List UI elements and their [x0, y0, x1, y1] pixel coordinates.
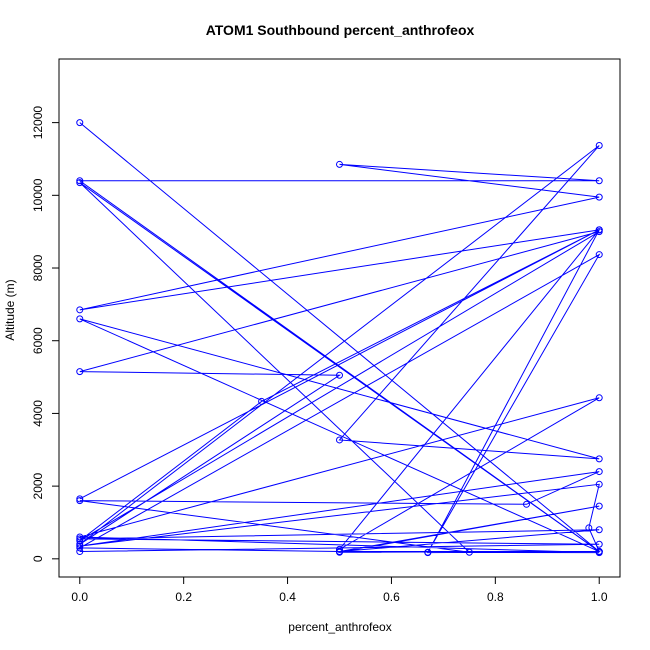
- y-axis-label: Altitude (m): [3, 279, 17, 340]
- data-point: [336, 545, 343, 553]
- data-point: [258, 397, 266, 405]
- data-point: [76, 537, 84, 545]
- data-point: [76, 177, 84, 185]
- data-point: [595, 526, 603, 534]
- data-point: [76, 368, 84, 376]
- data-point: [76, 306, 84, 314]
- data-point: [76, 497, 84, 505]
- x-tick-label: 0.6: [383, 590, 400, 604]
- x-tick-label: 0.8: [487, 590, 504, 604]
- data-point: [595, 540, 603, 548]
- y-tick-label: 12000: [31, 106, 45, 140]
- data-point: [595, 468, 603, 476]
- x-axis-label: percent_anthrofeox: [288, 620, 391, 634]
- data-point: [76, 315, 84, 323]
- data-point: [336, 160, 343, 168]
- data-point: [336, 371, 343, 379]
- data-point: [76, 533, 84, 541]
- y-tick-label: 2000: [31, 472, 45, 499]
- data-point: [595, 502, 603, 510]
- data-point: [595, 251, 603, 259]
- data-point: [76, 540, 84, 548]
- series-layer: [76, 119, 603, 557]
- x-tick-label: 1.0: [591, 590, 608, 604]
- y-tick-label: 10000: [31, 178, 45, 212]
- x-tick-label: 0.4: [279, 590, 296, 604]
- y-tick-label: 8000: [31, 254, 45, 281]
- data-point: [76, 548, 84, 556]
- x-tick-label: 0.0: [71, 590, 88, 604]
- data-point: [424, 548, 432, 556]
- x-tick-label: 0.2: [175, 590, 192, 604]
- y-tick-label: 0: [31, 555, 45, 562]
- plot-frame: [58, 58, 621, 578]
- data-point: [76, 179, 84, 187]
- series-line: [77, 122, 601, 554]
- data-point: [595, 394, 603, 402]
- data-point: [76, 542, 84, 550]
- data-point: [76, 495, 84, 503]
- data-point: [595, 226, 603, 234]
- data-point: [595, 193, 603, 201]
- data-point: [336, 548, 343, 556]
- data-point: [336, 436, 343, 444]
- y-tick-label: 4000: [31, 400, 45, 427]
- y-axis: 0 2000 4000 6000 8000 10000 12000: [31, 106, 59, 562]
- data-point: [595, 177, 603, 185]
- data-point: [585, 524, 593, 532]
- data-point: [595, 480, 603, 488]
- data-point: [595, 548, 603, 556]
- x-axis: 0.0 0.2 0.4 0.6 0.8 1.0: [71, 577, 608, 604]
- data-point: [76, 544, 84, 552]
- chart-title: ATOM1 Southbound percent_anthrofeox: [206, 22, 475, 38]
- data-point: [465, 548, 473, 556]
- data-point: [595, 228, 603, 236]
- data-point: [523, 500, 530, 508]
- data-point: [595, 142, 603, 150]
- data-point: [76, 119, 84, 127]
- data-point: [76, 535, 84, 543]
- y-tick-label: 6000: [31, 327, 45, 354]
- data-point: [595, 455, 603, 463]
